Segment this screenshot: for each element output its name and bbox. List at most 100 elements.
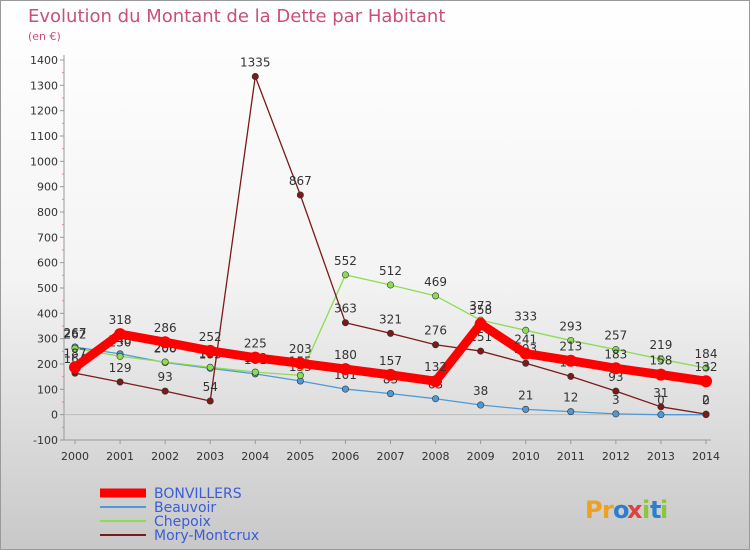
data-point-bonvillers xyxy=(564,354,577,367)
data-label-mory-montcrux: 31 xyxy=(653,386,668,400)
logo-letter: i xyxy=(642,496,650,524)
data-label-bonvillers: 241 xyxy=(514,333,537,347)
data-point-bonvillers xyxy=(384,368,397,381)
data-label-beauvoir: 0 xyxy=(657,394,665,408)
x-tick-label: 2001 xyxy=(106,450,134,463)
data-label-beauvoir: 3 xyxy=(612,393,620,407)
data-label-bonvillers: 358 xyxy=(469,303,492,317)
y-tick-label: 1000 xyxy=(30,155,58,168)
data-point-mory-montcrux xyxy=(251,72,259,80)
data-point-beauvoir xyxy=(657,411,665,419)
data-label-mory-montcrux: 2 xyxy=(702,393,710,407)
data-point-bonvillers xyxy=(114,328,127,341)
data-point-mory-montcrux xyxy=(432,341,440,349)
data-point-bonvillers xyxy=(204,344,217,357)
y-tick-label: -100 xyxy=(33,434,58,447)
data-point-chepoix xyxy=(71,344,79,352)
data-label-bonvillers: 225 xyxy=(244,337,267,351)
y-tick-label: 200 xyxy=(37,358,58,371)
data-point-mory-montcrux xyxy=(657,403,665,411)
y-tick-label: 1100 xyxy=(30,130,58,143)
y-tick-label: 300 xyxy=(37,333,58,346)
data-point-bonvillers xyxy=(429,375,442,388)
data-point-mory-montcrux xyxy=(386,329,394,337)
data-point-bonvillers xyxy=(519,347,532,360)
data-label-bonvillers: 180 xyxy=(334,348,357,362)
data-label-chepoix: 262 xyxy=(64,327,87,341)
legend-label-bonvillers: BONVILLERS xyxy=(154,486,242,502)
x-tick-label: 2007 xyxy=(377,450,405,463)
y-tick-label: 900 xyxy=(37,181,58,194)
x-tick-label: 2009 xyxy=(467,450,495,463)
data-point-beauvoir xyxy=(432,395,440,403)
data-point-chepoix xyxy=(522,326,530,334)
x-tick-label: 2005 xyxy=(286,450,314,463)
data-label-bonvillers: 183 xyxy=(604,347,627,361)
logo-letter: t xyxy=(650,496,661,524)
data-point-chepoix xyxy=(657,355,665,363)
data-label-mory-montcrux: 93 xyxy=(158,370,173,384)
logo-letter: i xyxy=(660,496,668,524)
data-label-mory-montcrux: 1335 xyxy=(240,55,271,69)
data-point-beauvoir xyxy=(341,385,349,393)
logo-letter: o xyxy=(613,496,630,524)
data-point-chepoix xyxy=(161,358,169,366)
data-point-chepoix xyxy=(116,352,124,360)
data-point-chepoix xyxy=(296,371,304,379)
data-point-mory-montcrux xyxy=(116,378,124,386)
x-tick-label: 2000 xyxy=(61,450,89,463)
x-tick-label: 2012 xyxy=(602,450,630,463)
data-label-bonvillers: 157 xyxy=(379,354,402,368)
x-tick-label: 2011 xyxy=(557,450,585,463)
y-tick-label: 500 xyxy=(37,282,58,295)
data-label-mory-montcrux: 54 xyxy=(203,380,218,394)
data-point-beauvoir xyxy=(567,408,575,416)
data-label-bonvillers: 318 xyxy=(109,313,132,327)
x-tick-label: 2003 xyxy=(196,450,224,463)
data-label-mory-montcrux: 321 xyxy=(379,312,402,326)
data-point-bonvillers xyxy=(69,361,81,374)
data-point-chepoix xyxy=(341,271,349,279)
y-tick-label: 400 xyxy=(37,307,58,320)
logo-letter: r xyxy=(602,496,614,524)
x-tick-label: 2004 xyxy=(241,450,269,463)
data-point-bonvillers xyxy=(159,336,172,349)
legend-label-mory-montcrux: Mory-Montcrux xyxy=(154,528,259,544)
data-point-bonvillers xyxy=(654,368,667,381)
data-point-mory-montcrux xyxy=(296,191,304,199)
data-point-chepoix xyxy=(206,363,214,371)
data-label-mory-montcrux: 867 xyxy=(289,174,312,188)
data-point-mory-montcrux xyxy=(477,347,485,355)
data-label-chepoix: 469 xyxy=(424,275,447,289)
y-tick-label: 700 xyxy=(37,231,58,244)
y-tick-label: 1300 xyxy=(30,79,58,92)
data-point-mory-montcrux xyxy=(161,387,169,395)
x-tick-label: 2006 xyxy=(331,450,359,463)
data-label-bonvillers: 158 xyxy=(649,354,672,368)
y-tick-label: 800 xyxy=(37,206,58,219)
data-point-mory-montcrux xyxy=(341,319,349,327)
data-point-chepoix xyxy=(567,336,575,344)
data-label-bonvillers: 213 xyxy=(559,340,582,354)
axes: -100010020030040050060070080090010001100… xyxy=(30,54,720,463)
x-tick-label: 2002 xyxy=(151,450,179,463)
data-point-chepoix xyxy=(612,346,620,354)
data-point-bonvillers xyxy=(294,357,307,370)
logo-letter: x xyxy=(627,496,643,524)
data-label-bonvillers: 187 xyxy=(64,346,87,360)
legend-label-chepoix: Chepoix xyxy=(154,514,211,530)
y-tick-label: 1200 xyxy=(30,105,58,118)
data-point-beauvoir xyxy=(386,390,394,398)
data-label-chepoix: 257 xyxy=(604,329,627,343)
data-label-beauvoir: 267 xyxy=(64,326,87,340)
data-label-mory-montcrux: 93 xyxy=(608,370,623,384)
data-point-mory-montcrux xyxy=(702,410,710,418)
data-point-mory-montcrux xyxy=(522,359,530,367)
data-label-mory-montcrux: 363 xyxy=(334,302,357,316)
data-label-beauvoir: 0 xyxy=(702,394,710,408)
y-tick-label: 0 xyxy=(51,409,58,422)
plot-area: 2672402061831611331018363382112300262230… xyxy=(64,55,717,419)
data-point-chepoix xyxy=(386,281,394,289)
data-point-bonvillers xyxy=(339,363,352,376)
